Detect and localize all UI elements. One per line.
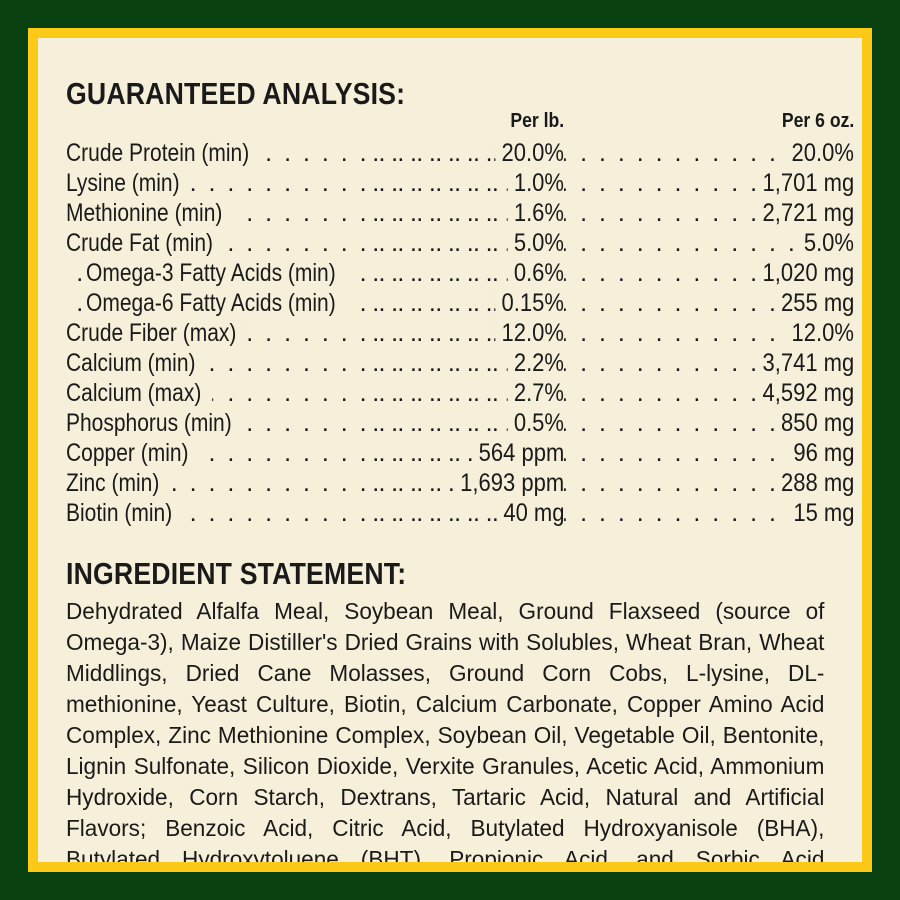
value-per-lb: 1,693 ppm bbox=[453, 468, 564, 498]
label-backing: Biotin (min). bbox=[66, 498, 184, 528]
column-header-per-lb: Per lb. bbox=[510, 110, 564, 132]
value-per-6oz: 288 mg bbox=[774, 468, 854, 498]
label-backing: Omega-3 Fatty Acids (min). bbox=[86, 258, 347, 288]
value-per-lb: 20.0% bbox=[495, 138, 564, 168]
nutrient-label: Lysine (min) bbox=[66, 169, 180, 197]
table-row: . . . . . . . . . . . . . . . . . . . . … bbox=[66, 228, 854, 258]
nutrient-label: Crude Protein (min) bbox=[66, 139, 250, 167]
dot-leader-per-6oz: . . . . . . . . . . . . . . . . . . . . … bbox=[366, 439, 852, 467]
dot-leader-per-6oz: . . . . . . . . . . . . . . . . . . . . … bbox=[366, 229, 852, 257]
label-backing: Calcium (max). bbox=[66, 378, 213, 408]
nutrient-label: Omega-6 Fatty Acids (min) bbox=[86, 289, 336, 317]
value-per-6oz: 850 mg bbox=[774, 408, 854, 438]
dot-leader-per-6oz: . . . . . . . . . . . . . . . . . . . . … bbox=[366, 469, 852, 497]
label-backing: Methionine (min). bbox=[66, 198, 234, 228]
table-row: . . . . . . . . . . . . . . . . . . . . … bbox=[66, 168, 854, 198]
value-per-6oz: 96 mg bbox=[786, 438, 854, 468]
value-per-6oz: 5.0% bbox=[797, 228, 854, 258]
table-row: . . . . . . . . . . . . . . . . . . . . … bbox=[66, 378, 854, 408]
value-per-6oz: 1,701 mg bbox=[756, 168, 854, 198]
nutrient-label: Biotin (min) bbox=[66, 499, 173, 527]
nutrient-label: Crude Fiber (max) bbox=[66, 319, 237, 347]
value-per-6oz: 12.0% bbox=[785, 318, 854, 348]
table-header-row: Per lb. Per 6 oz. bbox=[66, 110, 854, 138]
value-per-6oz: 15 mg bbox=[786, 498, 854, 528]
value-per-6oz: 1,020 mg bbox=[756, 258, 854, 288]
label-backing: Omega-6 Fatty Acids (min). bbox=[86, 288, 347, 318]
table-row: . . . . . . . . . . . . . . . . . . . . … bbox=[66, 258, 854, 288]
table-row: . . . . . . . . . . . . . . . . . . . . … bbox=[66, 138, 854, 168]
label-backing: Crude Fiber (max). bbox=[66, 318, 248, 348]
dot-leader-per-6oz: . . . . . . . . . . . . . . . . . . . . … bbox=[366, 319, 852, 347]
table-row: . . . . . . . . . . . . . . . . . . . . … bbox=[66, 468, 854, 498]
value-per-lb: 1.0% bbox=[507, 168, 564, 198]
table-row: . . . . . . . . . . . . . . . . . . . . … bbox=[66, 198, 854, 228]
dot-leader-per-6oz: . . . . . . . . . . . . . . . . . . . . … bbox=[366, 289, 852, 317]
table-row: . . . . . . . . . . . . . . . . . . . . … bbox=[66, 318, 854, 348]
value-per-lb: 0.5% bbox=[507, 408, 564, 438]
column-header-per-6oz: Per 6 oz. bbox=[781, 110, 854, 132]
dot-leader-per-6oz: . . . . . . . . . . . . . . . . . . . . … bbox=[366, 409, 852, 437]
label-backing: Calcium (min). bbox=[66, 348, 207, 378]
table-row: . . . . . . . . . . . . . . . . . . . . … bbox=[66, 408, 854, 438]
guaranteed-analysis-table: Per lb. Per 6 oz. . . . . . . . . . . . … bbox=[66, 110, 854, 528]
nutrient-label: Copper (min) bbox=[66, 439, 189, 467]
value-per-lb: 564 ppm bbox=[472, 438, 564, 468]
guaranteed-analysis-heading: GUARANTEED ANALYSIS: bbox=[66, 76, 406, 111]
value-per-6oz: 20.0% bbox=[785, 138, 854, 168]
nutrient-label: Crude Fat (min) bbox=[66, 229, 214, 257]
label-backing: Lysine (min). bbox=[66, 168, 191, 198]
value-per-6oz: 3,741 mg bbox=[756, 348, 854, 378]
label-backing: Crude Protein (min). bbox=[66, 138, 261, 168]
label-gold-frame: GUARANTEED ANALYSIS: Per lb. Per 6 oz. .… bbox=[28, 28, 872, 872]
value-per-lb: 0.6% bbox=[507, 258, 564, 288]
nutrient-label: Zinc (min) bbox=[66, 469, 160, 497]
value-per-lb: 2.7% bbox=[507, 378, 564, 408]
value-per-lb: 1.6% bbox=[507, 198, 564, 228]
label-backing: Copper (min). bbox=[66, 438, 200, 468]
label-panel: GUARANTEED ANALYSIS: Per lb. Per 6 oz. .… bbox=[38, 38, 862, 862]
value-per-lb: 0.15% bbox=[495, 288, 564, 318]
ingredient-statement-body: Dehydrated Alfalfa Meal, Soybean Meal, G… bbox=[66, 598, 825, 862]
dot-leader-per-6oz: . . . . . . . . . . . . . . . . . . . . … bbox=[366, 499, 852, 527]
label-backing: Crude Fat (min). bbox=[66, 228, 224, 258]
value-per-6oz: 4,592 mg bbox=[756, 378, 854, 408]
table-row: . . . . . . . . . . . . . . . . . . . . … bbox=[66, 438, 854, 468]
value-per-lb: 12.0% bbox=[495, 318, 564, 348]
dot-leader-per-6oz: . . . . . . . . . . . . . . . . . . . . … bbox=[366, 139, 852, 167]
value-per-6oz: 2,721 mg bbox=[756, 198, 854, 228]
ingredient-statement-heading: INGREDIENT STATEMENT: bbox=[66, 556, 407, 591]
nutrient-label: Methionine (min) bbox=[66, 199, 223, 227]
label-backing: Zinc (min). bbox=[66, 468, 171, 498]
nutrient-label: Omega-3 Fatty Acids (min) bbox=[86, 259, 336, 287]
table-row: . . . . . . . . . . . . . . . . . . . . … bbox=[66, 348, 854, 378]
nutrient-label: Calcium (min) bbox=[66, 349, 196, 377]
value-per-lb: 2.2% bbox=[507, 348, 564, 378]
value-per-lb: 5.0% bbox=[507, 228, 564, 258]
table-row: . . . . . . . . . . . . . . . . . . . . … bbox=[66, 498, 854, 528]
nutrient-label: Calcium (max) bbox=[66, 379, 202, 407]
value-per-lb: 40 mg bbox=[496, 498, 564, 528]
label-backing: Phosphorus (min). bbox=[66, 408, 243, 438]
nutrient-label: Phosphorus (min) bbox=[66, 409, 232, 437]
value-per-6oz: 255 mg bbox=[774, 288, 854, 318]
table-row: . . . . . . . . . . . . . . . . . . . . … bbox=[66, 288, 854, 318]
